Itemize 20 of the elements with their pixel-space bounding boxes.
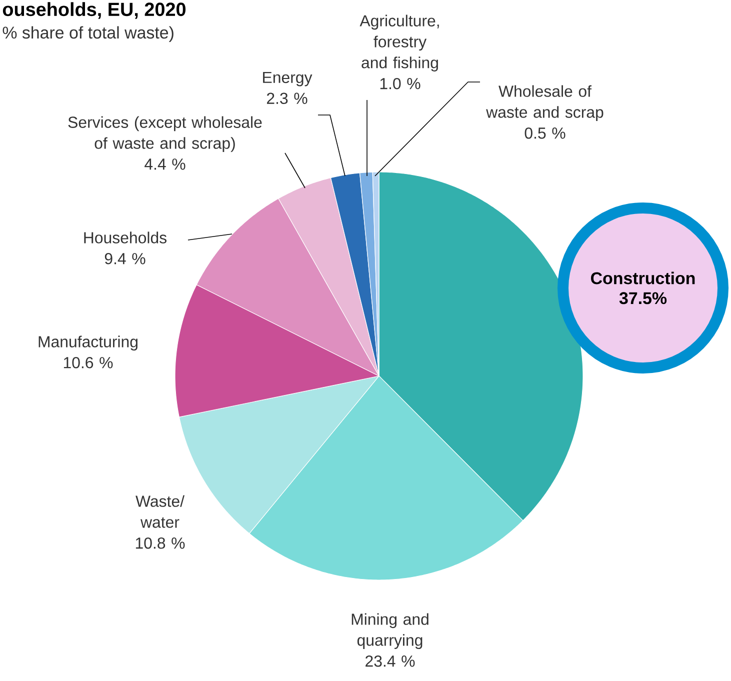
data-label: 9.4 % (104, 253, 146, 264)
data-label: 10.6 % (64, 357, 113, 368)
data-label: 10.8 % (136, 537, 185, 549)
slice-label: Construction (591, 272, 695, 284)
data-label: 1.0 % (380, 78, 420, 90)
slice-label: Mining and quarrying (352, 613, 428, 650)
data-label: 2.3 % (266, 92, 308, 104)
slice-label: Agriculture, forestry and fishing (360, 14, 439, 72)
text: % share of total waste) (2, 26, 174, 42)
slice-label: Waste/ water (136, 495, 185, 528)
slice-label: Energy (263, 72, 312, 86)
data-label: 37.5% (619, 292, 667, 304)
data-label: 4.4 % (144, 158, 186, 170)
chart-title: ouseholds, EU, 2020 (2, 2, 186, 19)
slice-label: Manufacturing (38, 336, 138, 351)
slice-label: Services (except wholesale of waste and scrap) (68, 116, 262, 152)
data-label: 23.4 % (366, 655, 415, 667)
data-label: 0.5 % (524, 127, 566, 139)
slice-label: Households (84, 232, 166, 244)
slice-label: Wholesale of waste and scrap (486, 85, 604, 121)
